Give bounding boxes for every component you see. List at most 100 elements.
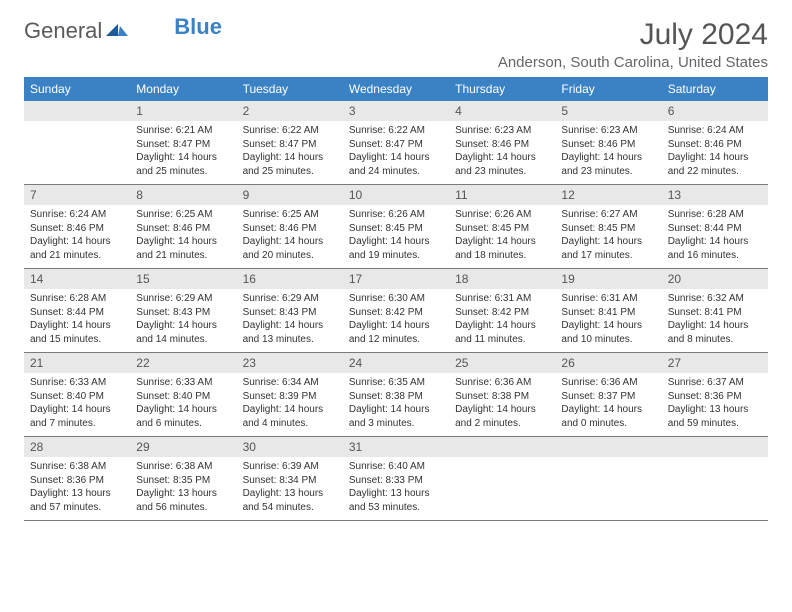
day-cell: 4Sunrise: 6:23 AMSunset: 8:46 PMDaylight… (449, 101, 555, 185)
day-details: Sunrise: 6:26 AMSunset: 8:45 PMDaylight:… (449, 205, 555, 268)
day-cell: 31Sunrise: 6:40 AMSunset: 8:33 PMDayligh… (343, 437, 449, 521)
page-title: July 2024 (498, 18, 768, 52)
day-cell: 12Sunrise: 6:27 AMSunset: 8:45 PMDayligh… (555, 185, 661, 269)
day-number: 8 (130, 185, 236, 205)
weekday-header: Wednesday (343, 77, 449, 101)
day-number: 31 (343, 437, 449, 457)
day-cell: 1Sunrise: 6:21 AMSunset: 8:47 PMDaylight… (130, 101, 236, 185)
day-cell: 29Sunrise: 6:38 AMSunset: 8:35 PMDayligh… (130, 437, 236, 521)
calendar-week-row: 28Sunrise: 6:38 AMSunset: 8:36 PMDayligh… (24, 437, 768, 521)
logo-text-2: Blue (174, 14, 222, 40)
day-cell: 2Sunrise: 6:22 AMSunset: 8:47 PMDaylight… (237, 101, 343, 185)
day-details: Sunrise: 6:24 AMSunset: 8:46 PMDaylight:… (24, 205, 130, 268)
day-details (449, 457, 555, 518)
day-details (555, 457, 661, 518)
day-details: Sunrise: 6:23 AMSunset: 8:46 PMDaylight:… (449, 121, 555, 184)
day-details: Sunrise: 6:25 AMSunset: 8:46 PMDaylight:… (237, 205, 343, 268)
weekday-header: Monday (130, 77, 236, 101)
day-number: 14 (24, 269, 130, 289)
day-cell: 8Sunrise: 6:25 AMSunset: 8:46 PMDaylight… (130, 185, 236, 269)
day-cell: 20Sunrise: 6:32 AMSunset: 8:41 PMDayligh… (662, 269, 768, 353)
day-number: 19 (555, 269, 661, 289)
day-cell: 18Sunrise: 6:31 AMSunset: 8:42 PMDayligh… (449, 269, 555, 353)
day-details: Sunrise: 6:24 AMSunset: 8:46 PMDaylight:… (662, 121, 768, 184)
day-number: 16 (237, 269, 343, 289)
day-cell: 13Sunrise: 6:28 AMSunset: 8:44 PMDayligh… (662, 185, 768, 269)
day-number: 7 (24, 185, 130, 205)
day-details: Sunrise: 6:28 AMSunset: 8:44 PMDaylight:… (662, 205, 768, 268)
day-details: Sunrise: 6:26 AMSunset: 8:45 PMDaylight:… (343, 205, 449, 268)
day-cell: 10Sunrise: 6:26 AMSunset: 8:45 PMDayligh… (343, 185, 449, 269)
day-number (555, 437, 661, 457)
day-details: Sunrise: 6:33 AMSunset: 8:40 PMDaylight:… (130, 373, 236, 436)
day-cell: 19Sunrise: 6:31 AMSunset: 8:41 PMDayligh… (555, 269, 661, 353)
day-cell: 16Sunrise: 6:29 AMSunset: 8:43 PMDayligh… (237, 269, 343, 353)
day-details: Sunrise: 6:27 AMSunset: 8:45 PMDaylight:… (555, 205, 661, 268)
day-details: Sunrise: 6:33 AMSunset: 8:40 PMDaylight:… (24, 373, 130, 436)
day-details: Sunrise: 6:34 AMSunset: 8:39 PMDaylight:… (237, 373, 343, 436)
day-details: Sunrise: 6:38 AMSunset: 8:35 PMDaylight:… (130, 457, 236, 520)
day-details: Sunrise: 6:38 AMSunset: 8:36 PMDaylight:… (24, 457, 130, 520)
day-details: Sunrise: 6:22 AMSunset: 8:47 PMDaylight:… (343, 121, 449, 184)
day-number: 24 (343, 353, 449, 373)
day-details: Sunrise: 6:25 AMSunset: 8:46 PMDaylight:… (130, 205, 236, 268)
day-details: Sunrise: 6:23 AMSunset: 8:46 PMDaylight:… (555, 121, 661, 184)
weekday-header: Thursday (449, 77, 555, 101)
calendar-table: SundayMondayTuesdayWednesdayThursdayFrid… (24, 77, 768, 521)
calendar-week-row: 7Sunrise: 6:24 AMSunset: 8:46 PMDaylight… (24, 185, 768, 269)
day-number: 3 (343, 101, 449, 121)
weekday-header: Saturday (662, 77, 768, 101)
day-details: Sunrise: 6:31 AMSunset: 8:41 PMDaylight:… (555, 289, 661, 352)
day-cell: 22Sunrise: 6:33 AMSunset: 8:40 PMDayligh… (130, 353, 236, 437)
day-details: Sunrise: 6:22 AMSunset: 8:47 PMDaylight:… (237, 121, 343, 184)
day-number (24, 101, 130, 121)
calendar-week-row: 1Sunrise: 6:21 AMSunset: 8:47 PMDaylight… (24, 101, 768, 185)
day-number: 12 (555, 185, 661, 205)
day-number: 13 (662, 185, 768, 205)
day-details: Sunrise: 6:39 AMSunset: 8:34 PMDaylight:… (237, 457, 343, 520)
day-cell: 3Sunrise: 6:22 AMSunset: 8:47 PMDaylight… (343, 101, 449, 185)
day-cell (449, 437, 555, 521)
logo-icon (106, 20, 128, 43)
header: General Blue July 2024 Anderson, South C… (24, 18, 768, 71)
day-number: 2 (237, 101, 343, 121)
day-number: 25 (449, 353, 555, 373)
day-cell: 5Sunrise: 6:23 AMSunset: 8:46 PMDaylight… (555, 101, 661, 185)
day-details: Sunrise: 6:40 AMSunset: 8:33 PMDaylight:… (343, 457, 449, 520)
day-cell: 25Sunrise: 6:36 AMSunset: 8:38 PMDayligh… (449, 353, 555, 437)
day-details: Sunrise: 6:37 AMSunset: 8:36 PMDaylight:… (662, 373, 768, 436)
day-cell (555, 437, 661, 521)
day-details: Sunrise: 6:28 AMSunset: 8:44 PMDaylight:… (24, 289, 130, 352)
day-details: Sunrise: 6:31 AMSunset: 8:42 PMDaylight:… (449, 289, 555, 352)
location-text: Anderson, South Carolina, United States (498, 54, 768, 71)
day-number: 23 (237, 353, 343, 373)
day-number: 11 (449, 185, 555, 205)
day-cell: 28Sunrise: 6:38 AMSunset: 8:36 PMDayligh… (24, 437, 130, 521)
logo: General Blue (24, 18, 222, 44)
weekday-header: Sunday (24, 77, 130, 101)
day-details (24, 121, 130, 182)
day-cell: 15Sunrise: 6:29 AMSunset: 8:43 PMDayligh… (130, 269, 236, 353)
day-number (449, 437, 555, 457)
calendar-body: 1Sunrise: 6:21 AMSunset: 8:47 PMDaylight… (24, 101, 768, 521)
day-number: 15 (130, 269, 236, 289)
day-details: Sunrise: 6:36 AMSunset: 8:38 PMDaylight:… (449, 373, 555, 436)
day-number: 29 (130, 437, 236, 457)
day-cell: 21Sunrise: 6:33 AMSunset: 8:40 PMDayligh… (24, 353, 130, 437)
day-details: Sunrise: 6:29 AMSunset: 8:43 PMDaylight:… (237, 289, 343, 352)
day-details (662, 457, 768, 518)
day-details: Sunrise: 6:35 AMSunset: 8:38 PMDaylight:… (343, 373, 449, 436)
day-number: 30 (237, 437, 343, 457)
day-cell: 27Sunrise: 6:37 AMSunset: 8:36 PMDayligh… (662, 353, 768, 437)
day-cell: 23Sunrise: 6:34 AMSunset: 8:39 PMDayligh… (237, 353, 343, 437)
day-details: Sunrise: 6:36 AMSunset: 8:37 PMDaylight:… (555, 373, 661, 436)
day-cell (662, 437, 768, 521)
day-cell: 6Sunrise: 6:24 AMSunset: 8:46 PMDaylight… (662, 101, 768, 185)
day-number: 9 (237, 185, 343, 205)
day-number: 1 (130, 101, 236, 121)
day-number: 27 (662, 353, 768, 373)
logo-text-1: General (24, 18, 102, 44)
day-number: 5 (555, 101, 661, 121)
day-details: Sunrise: 6:32 AMSunset: 8:41 PMDaylight:… (662, 289, 768, 352)
day-number: 20 (662, 269, 768, 289)
